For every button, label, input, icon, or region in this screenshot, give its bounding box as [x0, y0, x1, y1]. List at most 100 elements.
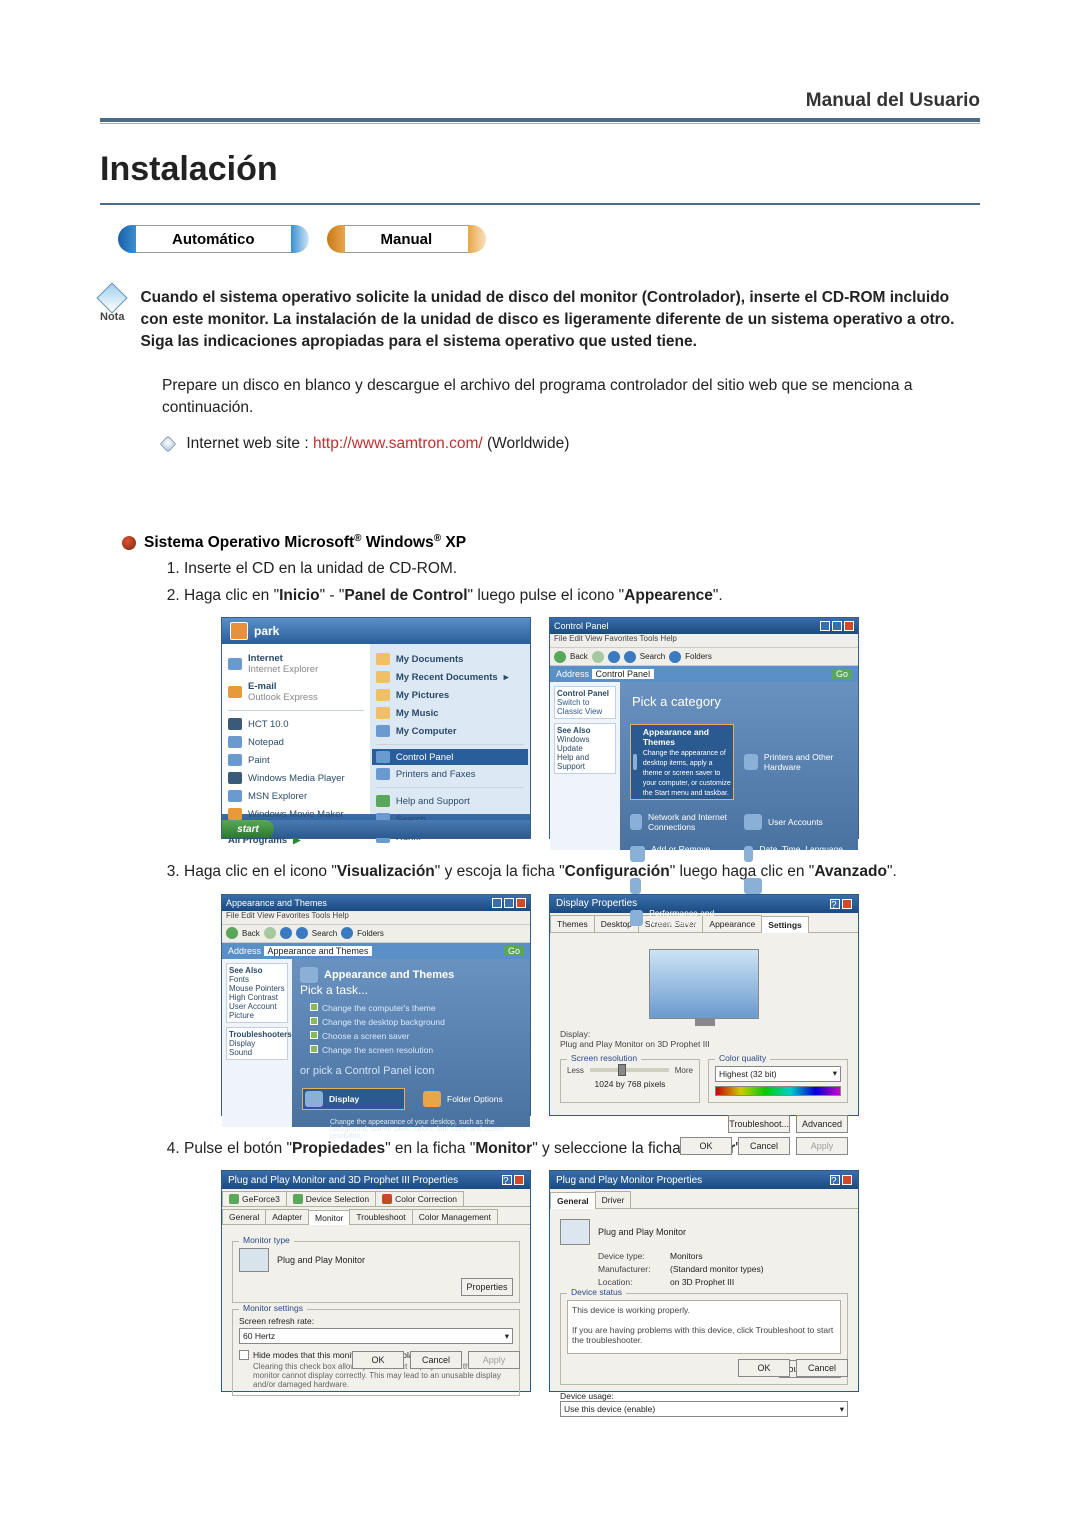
start-item-music[interactable]: My Music: [376, 704, 524, 722]
forward-icon[interactable]: [264, 927, 276, 939]
task-item[interactable]: Change the screen resolution: [310, 1045, 522, 1055]
properties-button[interactable]: Properties: [461, 1278, 513, 1296]
tab-manual[interactable]: Manual: [327, 225, 487, 253]
see-also-item[interactable]: High Contrast: [229, 993, 278, 1002]
search-icon[interactable]: [296, 927, 308, 939]
help-icon: [376, 795, 390, 807]
category-item[interactable]: Date, Time, Language, and Regional Optio…: [744, 844, 848, 864]
minimize-icon[interactable]: [492, 898, 502, 908]
tab-adapter[interactable]: Adapter: [265, 1209, 309, 1224]
forward-icon[interactable]: [592, 651, 604, 663]
tab-color-correction[interactable]: Color Correction: [375, 1191, 464, 1206]
tab-automatic[interactable]: Automático: [118, 225, 309, 253]
cancel-button[interactable]: Cancel: [738, 1137, 790, 1155]
help-icon[interactable]: ?: [830, 1175, 840, 1185]
ok-button[interactable]: OK: [738, 1359, 790, 1377]
up-icon[interactable]: [608, 651, 620, 663]
start-item-email[interactable]: E-mailOutlook Express: [228, 678, 364, 706]
note-block: Nota Cuando el sistema operativo solicit…: [100, 287, 980, 353]
start-item-printers[interactable]: Printers and Faxes: [376, 765, 524, 783]
cpicon-display[interactable]: Display: [302, 1088, 405, 1110]
back-icon[interactable]: [554, 651, 566, 663]
cancel-button[interactable]: Cancel: [796, 1359, 848, 1377]
maximize-icon[interactable]: [832, 621, 842, 631]
start-item-hct[interactable]: HCT 10.0: [228, 715, 364, 733]
see-also-item[interactable]: Mouse Pointers: [229, 984, 285, 993]
cpicon-folder-options[interactable]: Folder Options: [423, 1088, 520, 1110]
close-icon[interactable]: [842, 1175, 852, 1185]
start-item-mydocs[interactable]: My Documents: [376, 650, 524, 668]
close-icon[interactable]: [514, 1175, 524, 1185]
go-button[interactable]: Go: [832, 669, 852, 679]
color-quality-select[interactable]: Highest (32 bit)▾: [715, 1066, 841, 1082]
see-also-item[interactable]: Help and Support: [557, 753, 589, 771]
close-icon[interactable]: [844, 621, 854, 631]
start-item-wmp[interactable]: Windows Media Player: [228, 769, 364, 787]
back-icon[interactable]: [226, 927, 238, 939]
hide-modes-checkbox[interactable]: [239, 1350, 249, 1360]
task-item[interactable]: Choose a screen saver: [310, 1031, 522, 1041]
help-icon[interactable]: ?: [502, 1175, 512, 1185]
start-item-internet[interactable]: InternetInternet Explorer: [228, 650, 364, 678]
category-item[interactable]: Network and Internet Connections: [630, 812, 734, 832]
start-item-msn[interactable]: MSN Explorer: [228, 787, 364, 805]
apply-button[interactable]: Apply: [796, 1137, 848, 1155]
minimize-icon[interactable]: [820, 621, 830, 631]
see-also-item[interactable]: Sound: [229, 1048, 252, 1057]
category-item[interactable]: Printers and Other Hardware: [744, 724, 848, 800]
tab-general[interactable]: General: [222, 1209, 266, 1224]
tab-settings[interactable]: Settings: [761, 916, 809, 933]
see-also-item[interactable]: Fonts: [229, 975, 249, 984]
tab-themes[interactable]: Themes: [550, 915, 595, 932]
tab-driver[interactable]: Driver: [595, 1191, 632, 1208]
apply-button[interactable]: Apply: [468, 1351, 520, 1369]
tab-device-selection[interactable]: Device Selection: [286, 1191, 376, 1206]
paint-icon: [228, 754, 242, 766]
switch-classic-link[interactable]: Switch to Classic View: [557, 698, 602, 716]
see-also-item[interactable]: User Account Picture: [229, 1002, 277, 1020]
advanced-button[interactable]: Advanced: [796, 1115, 848, 1133]
resolution-slider[interactable]: [590, 1068, 669, 1072]
cancel-button[interactable]: Cancel: [410, 1351, 462, 1369]
download-link[interactable]: http://www.samtron.com/: [313, 435, 483, 452]
start-item-paint[interactable]: Paint: [228, 751, 364, 769]
category-appearance[interactable]: Appearance and ThemesChange the appearan…: [630, 724, 734, 800]
start-item-mycomputer[interactable]: My Computer: [376, 722, 524, 740]
device-usage-select[interactable]: Use this device (enable)▾: [560, 1401, 848, 1417]
task-item[interactable]: Change the desktop background: [310, 1017, 522, 1027]
task-item[interactable]: Change the computer's theme: [310, 1003, 522, 1013]
category-item[interactable]: Sounds, Speech, and Audio Devices: [630, 876, 734, 896]
see-also-item[interactable]: Windows Update: [557, 735, 589, 753]
start-button[interactable]: start: [222, 820, 274, 838]
folders-icon[interactable]: [669, 651, 681, 663]
ok-button[interactable]: OK: [352, 1351, 404, 1369]
start-item-pictures[interactable]: My Pictures: [376, 686, 524, 704]
category-item[interactable]: Add or Remove Programs: [630, 844, 734, 864]
troubleshoot-button[interactable]: Troubleshoot...: [728, 1115, 790, 1133]
category-item[interactable]: Accessibility Options: [744, 876, 848, 896]
folders-icon[interactable]: [341, 927, 353, 939]
maximize-icon[interactable]: [504, 898, 514, 908]
tab-geforce[interactable]: GeForce3: [222, 1191, 287, 1206]
search-icon[interactable]: [624, 651, 636, 663]
tab-color-management[interactable]: Color Management: [412, 1209, 498, 1224]
refresh-rate-select[interactable]: 60 Hertz▾: [239, 1328, 513, 1344]
category-item[interactable]: User Accounts: [744, 812, 848, 832]
window-title: Appearance and Themes: [226, 898, 327, 908]
monitor-icon: [239, 1248, 269, 1272]
start-item-notepad[interactable]: Notepad: [228, 733, 364, 751]
ok-button[interactable]: OK: [680, 1137, 732, 1155]
chevron-right-icon: ▸: [504, 672, 509, 683]
tab-troubleshoot[interactable]: Troubleshoot: [349, 1209, 412, 1224]
start-item-controlpanel[interactable]: Control Panel: [372, 749, 528, 765]
go-button[interactable]: Go: [504, 946, 524, 956]
tab-monitor[interactable]: Monitor: [308, 1210, 350, 1225]
tab-general[interactable]: General: [550, 1192, 596, 1209]
monitor-preview-icon: [649, 949, 759, 1019]
close-icon[interactable]: [516, 898, 526, 908]
see-also-item[interactable]: Display: [229, 1039, 255, 1048]
start-item-help[interactable]: Help and Support: [376, 792, 524, 810]
up-icon[interactable]: [280, 927, 292, 939]
category-item[interactable]: Performance and Maintenance: [630, 908, 734, 928]
start-item-recent[interactable]: My Recent Documents ▸: [376, 668, 524, 686]
